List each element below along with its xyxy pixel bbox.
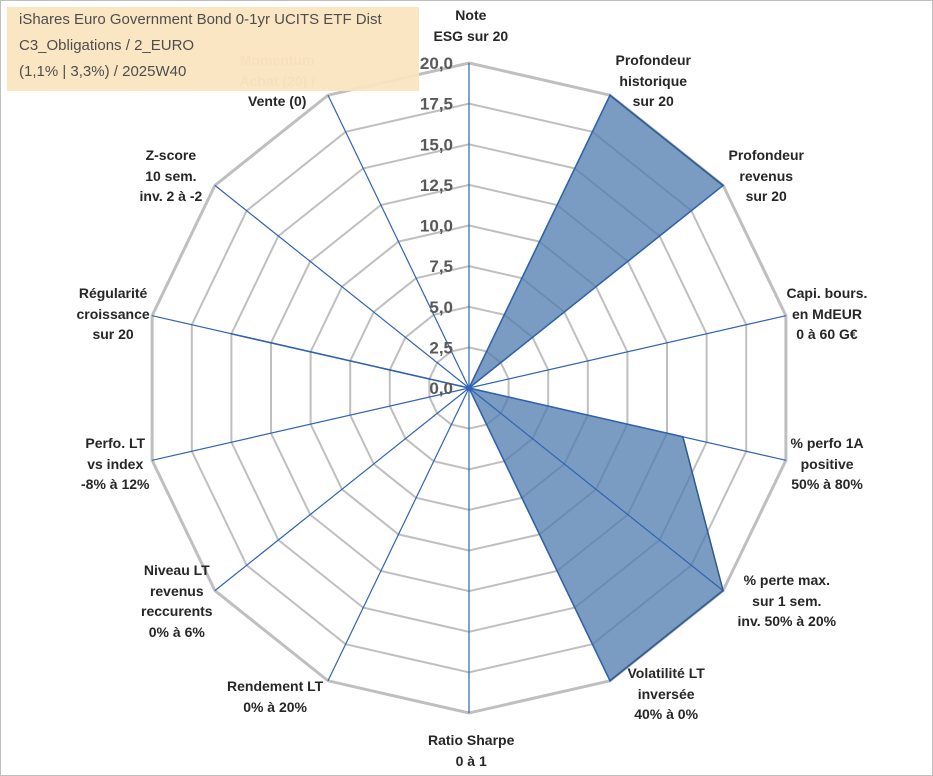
axis-label-13-line-2: Vente (0) — [248, 93, 307, 109]
axis-label-11-line-0: Régularité — [78, 285, 148, 301]
tick-label-3: 7,5 — [429, 257, 453, 276]
axis-label-12-line-1: 10 sem. — [145, 167, 197, 184]
axis-label-2-line-1: revenus — [739, 167, 794, 184]
chart-title-line-1: iShares Euro Government Bond 0-1yr UCITS… — [19, 11, 382, 28]
axis-spoke-6 — [468, 387, 611, 682]
axis-label-4-line-2: 50% à 80% — [791, 476, 863, 492]
axis-label-8: Rendement LT 0% à 20% — [227, 676, 323, 717]
axis-label-6-line-2: 40% à 0% — [634, 706, 699, 722]
axis-label-3: Capi. bours. en MdEUR 0 à 60 G€ — [787, 283, 868, 345]
tick-label-2: 5,0 — [429, 298, 453, 317]
axis-label-11-line-2: sur 20 — [92, 326, 134, 342]
tick-label-1: 2,5 — [429, 338, 453, 357]
tick-label-0: 0,0 — [429, 379, 453, 398]
chart-title-line-2: C3_Obligations / 2_EURO — [19, 37, 195, 54]
axis-label-3-line-2: 0 à 60 G€ — [796, 326, 858, 342]
axis-label-12-line-2: inv. 2 à -2 — [139, 188, 203, 204]
axis-label-6-line-0: Volatilité LT — [627, 665, 705, 681]
axis-label-6: Volatilité LT inversée 40% à 0% — [628, 663, 705, 725]
axis-label-3-line-1: en MdEUR — [791, 305, 862, 322]
axis-spoke-1 — [468, 94, 611, 389]
axis-label-5-line-0: % perte max. — [743, 572, 830, 588]
axis-label-2-line-2: sur 20 — [745, 188, 787, 204]
axis-label-9: Niveau LT revenus reccurents 0% à 6% — [141, 560, 213, 642]
axis-spoke-2 — [468, 184, 724, 389]
axis-label-11-line-1: croissance — [76, 305, 150, 322]
axis-label-9-line-1: revenus — [149, 582, 204, 599]
tick-label-5: 12,5 — [420, 176, 453, 195]
axis-label-10-line-0: Perfo. LT — [85, 435, 146, 451]
chart-title-line-3: (1,1% | 3,3%) / 2025W40 — [19, 63, 187, 80]
axis-spoke-4 — [468, 387, 787, 461]
axis-label-5-line-2: inv. 50% à 20% — [737, 613, 837, 629]
axis-label-1-line-2: sur 20 — [632, 93, 674, 109]
axis-spoke-12 — [214, 184, 470, 389]
axis-spoke-11 — [151, 315, 470, 389]
axis-label-0-line-1: ESG sur 20 — [433, 27, 509, 44]
axis-label-1: Profondeur historique sur 20 — [616, 50, 691, 112]
axis-spoke-5 — [468, 387, 724, 592]
axis-label-7-line-0: Ratio Sharpe — [428, 732, 515, 748]
axis-label-4: % perfo 1A positive 50% à 80% — [791, 433, 864, 495]
axis-label-4-line-1: positive — [800, 455, 854, 472]
axis-label-8-line-1: 0% à 20% — [243, 698, 308, 715]
tick-label-6: 15,0 — [420, 135, 453, 154]
axis-label-2-line-0: Profondeur — [728, 147, 804, 163]
axis-label-5: % perte max. sur 1 sem. inv. 50% à 20% — [738, 570, 837, 632]
axis-label-10: Perfo. LT vs index -8% à 12% — [81, 433, 149, 495]
axis-label-7-line-1: 0 à 1 — [455, 752, 487, 769]
chart-title-box: iShares Euro Government Bond 0-1yr UCITS… — [7, 7, 419, 91]
axis-label-12: Z-score 10 sem. inv. 2 à -2 — [140, 145, 203, 207]
axis-spoke-3 — [468, 315, 787, 389]
tick-label-7: 17,5 — [420, 95, 453, 114]
axis-label-7: Ratio Sharpe 0 à 1 — [428, 730, 514, 771]
axis-label-10-line-1: vs index — [87, 455, 144, 472]
axis-label-8-line-0: Rendement LT — [227, 678, 324, 694]
series-area-0 — [231, 94, 725, 682]
axis-spoke-8 — [327, 387, 470, 682]
axis-label-0-line-0: Note — [455, 7, 487, 23]
axis-spoke-13 — [327, 94, 470, 389]
axis-label-4-line-0: % perfo 1A — [790, 435, 864, 451]
axis-label-3-line-0: Capi. bours. — [786, 285, 868, 301]
axis-label-10-line-2: -8% à 12% — [81, 476, 150, 492]
axis-label-9-line-3: 0% à 6% — [148, 623, 205, 640]
axis-label-5-line-1: sur 1 sem. — [752, 592, 822, 609]
axis-label-11: Régularité croissance sur 20 — [77, 283, 150, 345]
axis-label-2: Profondeur revenus sur 20 — [729, 145, 804, 207]
axis-label-12-line-0: Z-score — [145, 147, 197, 163]
tick-label-8: 20,0 — [420, 54, 453, 73]
axis-label-1-line-1: historique — [619, 72, 688, 89]
axis-label-9-line-2: reccurents — [141, 603, 213, 619]
axis-spoke-9 — [214, 387, 470, 592]
axis-spoke-10 — [151, 387, 470, 461]
tick-label-4: 10,0 — [420, 217, 453, 236]
axis-label-6-line-1: inversée — [637, 685, 695, 702]
axis-label-1-line-0: Profondeur — [615, 52, 691, 68]
axis-label-0: Note ESG sur 20 — [434, 5, 509, 46]
axis-label-9-line-0: Niveau LT — [143, 562, 210, 578]
